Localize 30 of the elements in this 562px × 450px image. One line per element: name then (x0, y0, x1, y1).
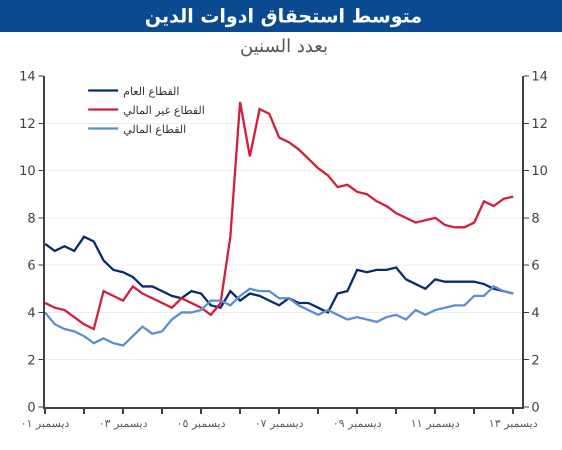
y-tick-label: 4 (27, 306, 36, 321)
y2-tick-label: 6 (531, 258, 540, 274)
y-tick-label: 12 (19, 116, 36, 132)
x-tick-label: ديسمبر ٠١ (20, 416, 70, 430)
x-tick-label: ديسمبر ٠٧ (254, 416, 304, 430)
chart-title: متوسط استحقاق ادوات الدين (144, 6, 422, 28)
legend-label: القطاع غير المالي (123, 104, 205, 117)
y-tick-label: 8 (27, 211, 36, 226)
y2-tick-label: 2 (531, 353, 540, 368)
legend-label: القطاع المالي (123, 122, 186, 136)
y2-tick-label: 0 (531, 400, 540, 416)
line-series (45, 100, 514, 330)
y2-tick-label: 10 (531, 164, 548, 180)
x-tick-label: ديسمبر ٠٣ (98, 416, 148, 430)
y2-tick-label: 14 (531, 70, 548, 85)
y-tick-label: 0 (27, 400, 36, 416)
y-tick-label: 2 (27, 353, 36, 368)
legend-label: القطاع العام (123, 84, 180, 98)
y2-tick-label: 8 (531, 211, 540, 226)
y-tick-label: 14 (19, 70, 36, 85)
y-tick-label: 10 (19, 164, 36, 180)
x-tick-label: ديسمبر ٠٥ (176, 416, 226, 430)
line-series (45, 285, 514, 347)
chart-subtitle: بعدد السنين (240, 36, 328, 57)
y2-tick-label: 12 (531, 116, 548, 132)
x-tick-label: ديسمبر ١١ (410, 416, 460, 430)
x-tick-label: ديسمبر ١٣ (488, 416, 538, 430)
y-tick-label: 6 (27, 258, 36, 274)
y2-tick-label: 4 (531, 306, 540, 321)
x-tick-label: ديسمبر ٠٩ (332, 416, 382, 430)
